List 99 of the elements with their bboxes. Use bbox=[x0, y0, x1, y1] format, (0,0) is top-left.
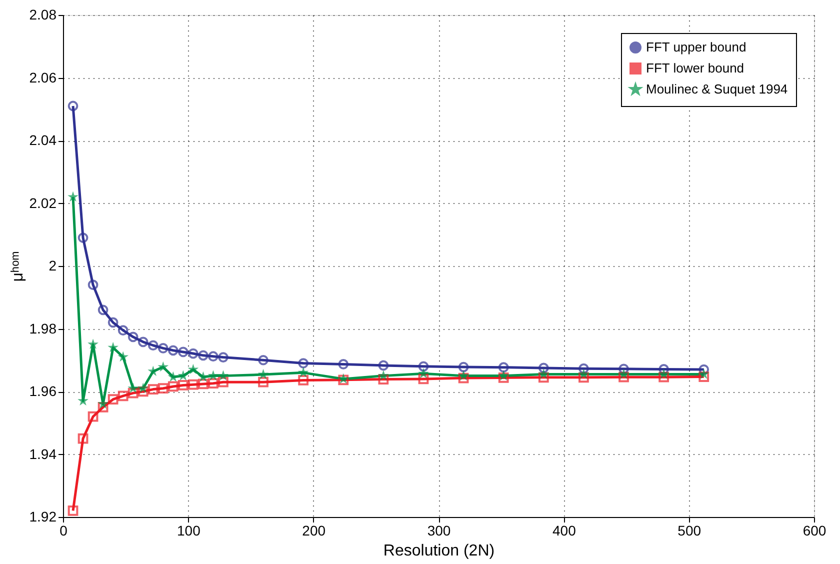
point bbox=[108, 394, 118, 405]
x-tick-label: 400 bbox=[552, 522, 576, 538]
x-tick-label: 300 bbox=[427, 522, 451, 538]
point bbox=[208, 378, 218, 389]
point bbox=[208, 370, 219, 380]
point bbox=[78, 433, 88, 444]
point bbox=[168, 371, 179, 382]
point bbox=[188, 379, 198, 390]
point bbox=[498, 372, 509, 383]
point bbox=[458, 362, 469, 372]
point bbox=[178, 346, 188, 358]
point bbox=[458, 370, 469, 380]
point bbox=[198, 350, 208, 361]
point bbox=[148, 340, 158, 351]
point bbox=[378, 360, 389, 371]
point bbox=[538, 368, 550, 379]
y-tick-label: 2.02 bbox=[29, 194, 57, 211]
point bbox=[88, 338, 98, 350]
y-tick-label: 1.98 bbox=[29, 320, 57, 336]
point bbox=[168, 345, 178, 356]
point bbox=[418, 361, 429, 372]
point bbox=[158, 383, 168, 394]
point bbox=[98, 402, 108, 412]
point bbox=[68, 100, 78, 112]
point bbox=[198, 371, 209, 382]
point bbox=[258, 354, 268, 366]
y-tick-label: 1.94 bbox=[29, 446, 57, 462]
point bbox=[68, 191, 78, 202]
point bbox=[658, 364, 669, 374]
point bbox=[538, 372, 549, 383]
point bbox=[138, 386, 148, 397]
point bbox=[138, 382, 149, 393]
point bbox=[208, 351, 218, 362]
x-tick-label: 100 bbox=[176, 522, 201, 538]
point bbox=[108, 317, 118, 328]
point bbox=[618, 364, 629, 374]
point bbox=[258, 368, 269, 380]
point bbox=[138, 336, 148, 348]
point bbox=[218, 370, 229, 380]
point bbox=[128, 388, 138, 398]
legend-label: Moulinec & Suquet 1994 bbox=[646, 82, 788, 96]
x-tick-label: 0 bbox=[60, 522, 68, 538]
y-tick-label: 2.04 bbox=[29, 132, 57, 148]
point bbox=[578, 363, 589, 374]
point bbox=[78, 232, 88, 243]
point bbox=[538, 362, 549, 374]
point bbox=[178, 380, 188, 390]
point bbox=[108, 342, 118, 352]
point bbox=[298, 358, 309, 368]
x-tick-label: 200 bbox=[302, 522, 326, 538]
point bbox=[188, 348, 198, 359]
x-tick-label: 500 bbox=[678, 522, 702, 538]
point bbox=[498, 370, 510, 380]
point bbox=[698, 368, 710, 379]
x-axis-title: Resolution (2N) bbox=[383, 542, 495, 560]
point bbox=[298, 366, 309, 378]
point bbox=[68, 506, 78, 516]
point bbox=[658, 372, 669, 382]
point bbox=[148, 384, 158, 394]
legend-label: FFT upper bound bbox=[646, 40, 746, 54]
point bbox=[698, 372, 710, 382]
point bbox=[258, 376, 268, 388]
point bbox=[378, 370, 389, 380]
point bbox=[158, 343, 168, 354]
point bbox=[178, 370, 189, 380]
y-tick-label: 1.96 bbox=[29, 383, 57, 399]
x-tick-label: 600 bbox=[802, 522, 826, 538]
point bbox=[218, 352, 228, 362]
y-axis-title: μʰᵒᵐ bbox=[9, 251, 26, 282]
point bbox=[218, 376, 228, 388]
point bbox=[378, 374, 389, 384]
point bbox=[88, 280, 98, 290]
point bbox=[578, 372, 589, 383]
y-tick-label: 2 bbox=[48, 258, 57, 274]
point bbox=[298, 375, 309, 386]
point bbox=[458, 372, 469, 384]
point bbox=[418, 368, 429, 378]
point bbox=[168, 381, 178, 392]
point bbox=[618, 372, 629, 382]
point bbox=[188, 364, 199, 374]
legend-label: FFT lower bound bbox=[646, 60, 744, 76]
point bbox=[98, 304, 108, 316]
point bbox=[578, 368, 590, 379]
point bbox=[338, 359, 349, 370]
point bbox=[118, 351, 128, 362]
point bbox=[128, 332, 138, 342]
point bbox=[118, 390, 128, 402]
point bbox=[158, 361, 169, 372]
point bbox=[88, 411, 98, 422]
point bbox=[658, 368, 670, 379]
y-tick-label: 1.92 bbox=[29, 508, 57, 524]
y-tick-label: 2.08 bbox=[29, 6, 57, 22]
point bbox=[198, 378, 208, 390]
point bbox=[118, 325, 128, 336]
point bbox=[128, 382, 139, 393]
y-tick-label: 2.06 bbox=[29, 69, 57, 86]
point bbox=[418, 374, 429, 384]
point bbox=[618, 368, 630, 379]
point bbox=[498, 362, 509, 373]
